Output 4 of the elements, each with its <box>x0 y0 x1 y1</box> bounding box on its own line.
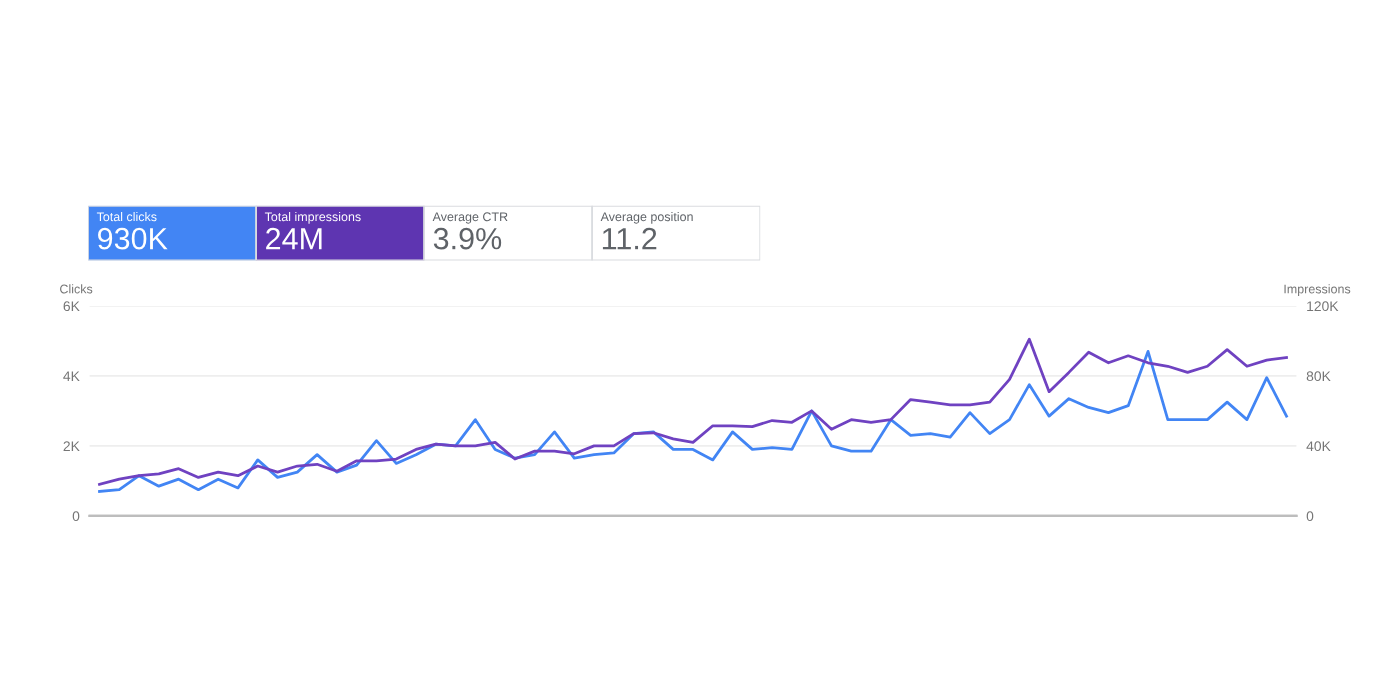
text: 930K <box>98 227 168 250</box>
text: 11.2 <box>602 227 657 250</box>
text: 24M <box>266 227 322 250</box>
text: 3.9% <box>433 227 502 250</box>
